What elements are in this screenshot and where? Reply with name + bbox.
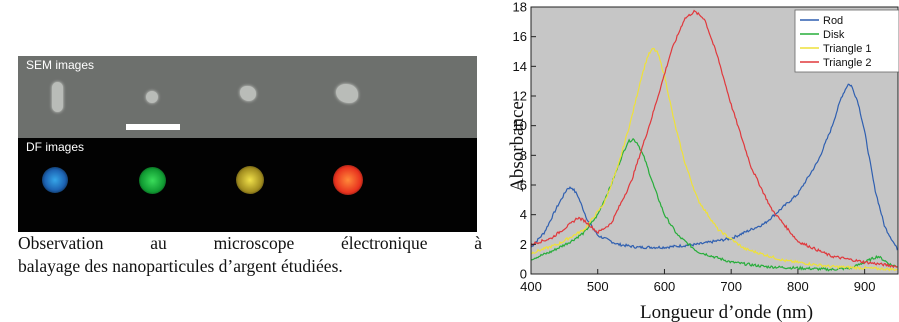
- y-tick-label: 16: [513, 29, 527, 44]
- sem-rod-particle: [52, 82, 63, 112]
- df-red-spot: [333, 165, 363, 195]
- sem-disk-particle: [146, 91, 158, 103]
- legend-label: Rod: [823, 15, 843, 27]
- y-tick-label: 18: [513, 0, 527, 15]
- legend-label: Triangle 1: [823, 43, 872, 55]
- sem-triangle1-particle: [240, 86, 256, 101]
- series-line-triangle-2: [530, 9, 898, 269]
- caption-line-2: balayage des nanoparticules d’argent étu…: [18, 256, 343, 276]
- caption-line-1: Observation au microscope électronique à: [18, 233, 482, 253]
- df-green-spot: [139, 167, 166, 194]
- scale-bar: [126, 124, 180, 130]
- df-blue-spot: [42, 167, 68, 193]
- sem-images-panel: SEM images: [18, 56, 477, 138]
- sem-triangle2-particle: [336, 84, 358, 103]
- x-tick-label: 900: [854, 279, 876, 294]
- legend-label: Triangle 2: [823, 57, 872, 69]
- x-tick-label: 500: [587, 279, 609, 294]
- df-images-label: DF images: [26, 140, 85, 154]
- y-axis-title: Absorbance: [507, 101, 528, 192]
- x-tick-label: 700: [720, 279, 742, 294]
- x-tick-label: 400: [520, 279, 542, 294]
- sem-images-label: SEM images: [26, 58, 95, 72]
- y-tick-label: 4: [520, 207, 527, 222]
- x-tick-label: 800: [787, 279, 809, 294]
- y-tick-label: 8: [520, 148, 527, 163]
- legend-label: Disk: [823, 29, 845, 41]
- y-tick-label: 6: [520, 178, 527, 193]
- y-tick-label: 12: [513, 89, 527, 104]
- df-images-panel: DF images: [18, 138, 477, 232]
- nanoparticle-images: SEM images DF images: [18, 56, 477, 232]
- y-tick-label: 10: [513, 118, 527, 133]
- series-line-triangle-1: [530, 47, 898, 272]
- y-tick-label: 2: [520, 237, 527, 252]
- x-axis-title: Longueur d’onde (nm): [640, 302, 813, 322]
- plot-frame: [530, 6, 899, 275]
- y-tick-label: 14: [513, 59, 527, 74]
- series-line-disk: [530, 137, 898, 272]
- figure-caption: Observation au microscope électronique à…: [18, 232, 482, 278]
- df-yellow-spot: [236, 166, 264, 194]
- x-tick-label: 600: [654, 279, 676, 294]
- y-tick-label: 0: [520, 267, 527, 282]
